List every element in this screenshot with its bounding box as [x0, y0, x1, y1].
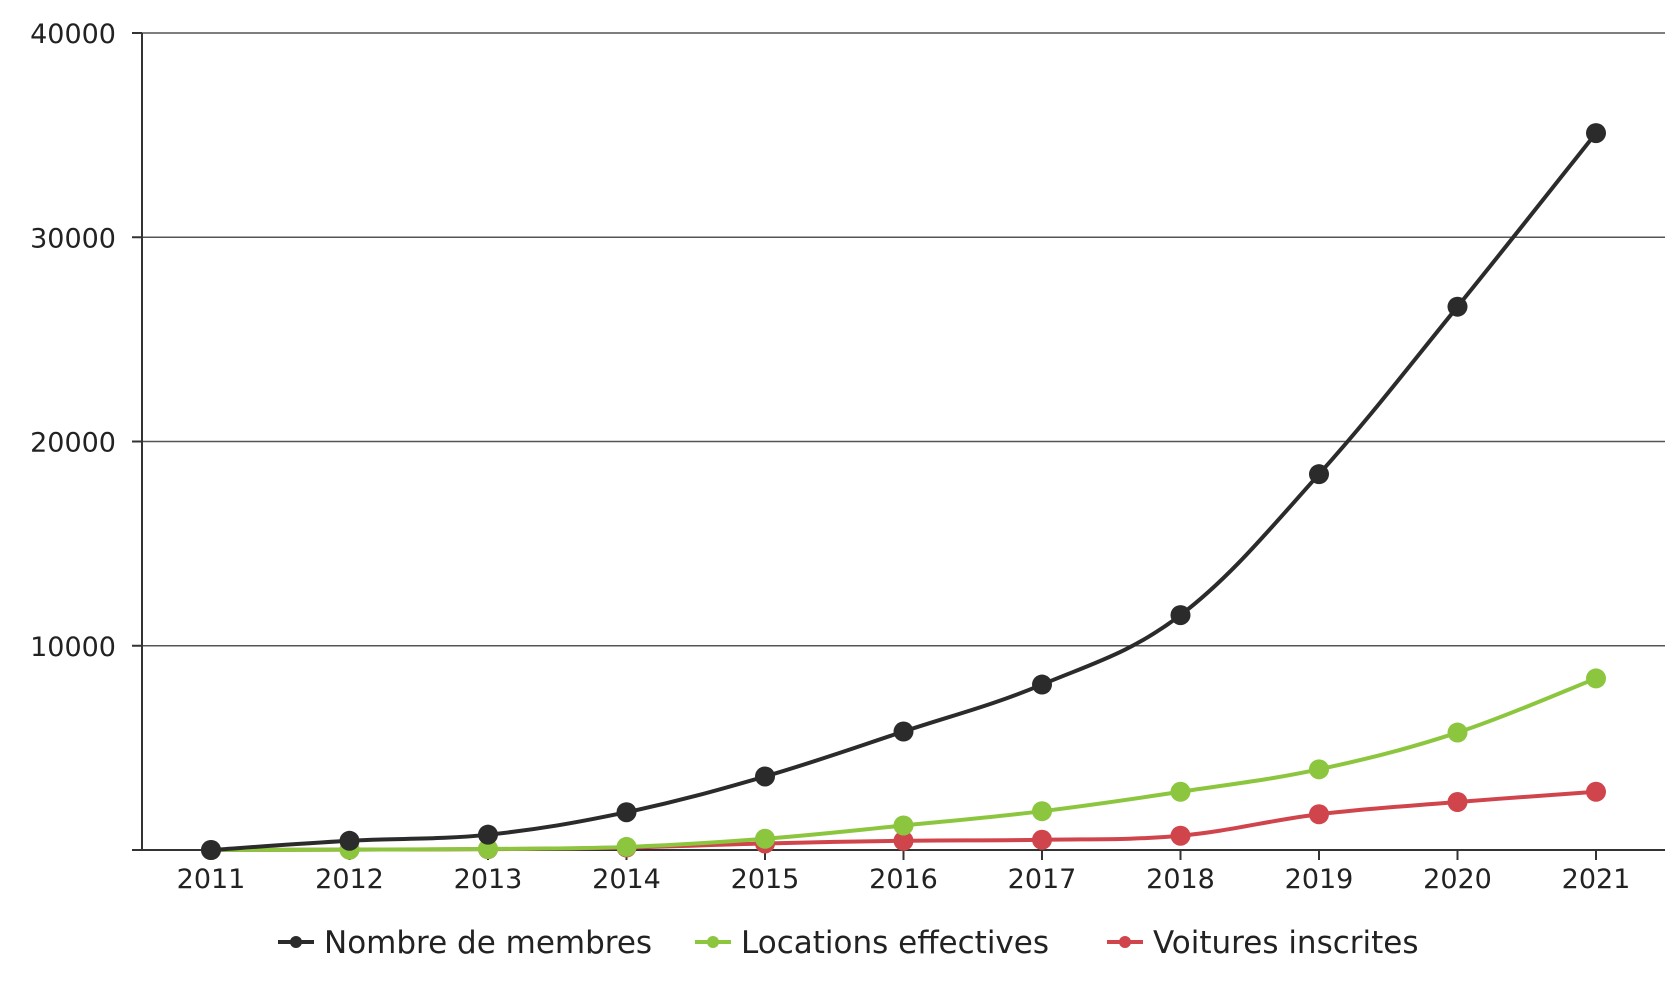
legend-item-locations-effectives[interactable]: Locations effectives [695, 925, 1049, 961]
data-point-nombre-de-membres-2013 [478, 824, 498, 845]
data-point-nombre-de-membres-2015 [755, 766, 775, 787]
data-point-voitures-inscrites-2019 [1309, 804, 1329, 825]
x-tick-label: 2021 [1562, 864, 1631, 895]
data-point-locations-effectives-2021 [1586, 668, 1606, 689]
legend-marker-swatch [290, 936, 302, 948]
axis-layer: 10000 20000 30000 40000 2011 2012 2013 2014 2015… [30, 19, 1665, 895]
data-point-nombre-de-membres-2014 [616, 802, 637, 823]
data-point-nombre-de-membres-2012 [339, 830, 360, 851]
legend-item-voitures-inscrites[interactable]: Voitures inscrites [1107, 925, 1419, 961]
data-point-nombre-de-membres-2017 [1032, 674, 1052, 695]
data-point-locations-effectives-2014 [616, 836, 637, 857]
data-point-nombre-de-membres-2016 [893, 721, 914, 742]
data-point-nombre-de-membres-2011 [201, 840, 221, 860]
x-tick-label: 2013 [454, 864, 523, 895]
data-point-locations-effectives-2017 [1032, 801, 1052, 822]
data-point-nombre-de-membres-2020 [1447, 296, 1468, 317]
legend-label: Locations effectives [741, 925, 1049, 961]
x-tick-label: 2015 [731, 864, 800, 895]
y-tick-label: 30000 [30, 223, 116, 254]
data-point-locations-effectives-2015 [755, 828, 775, 849]
x-tick-label: 2011 [177, 864, 246, 895]
y-tick-label: 10000 [30, 632, 116, 663]
y-tick-label: 40000 [30, 19, 116, 50]
data-point-nombre-de-membres-2019 [1309, 464, 1329, 485]
x-tick-label: 2017 [1008, 864, 1077, 895]
data-point-locations-effectives-2020 [1447, 722, 1468, 743]
data-point-locations-effectives-2016 [893, 815, 914, 836]
x-tick-label: 2014 [592, 864, 661, 895]
legend-label: Voitures inscrites [1153, 925, 1419, 961]
x-tick-label: 2016 [869, 864, 938, 895]
legend-label: Nombre de membres [324, 925, 652, 961]
data-point-voitures-inscrites-2018 [1170, 825, 1191, 846]
series-locations-effectives [201, 668, 1606, 860]
x-tick-label: 2012 [315, 864, 384, 895]
data-point-locations-effectives-2018 [1170, 781, 1191, 802]
x-tick-label: 2019 [1285, 864, 1354, 895]
grid-layer [142, 32, 1665, 647]
series-nombre-de-membres [201, 123, 1606, 860]
legend-item-nombre-de-membres[interactable]: Nombre de membres [278, 925, 652, 961]
legend: Nombre de membres Locations effectives Voi… [278, 925, 1419, 961]
data-point-locations-effectives-2019 [1309, 759, 1329, 780]
x-tick-label: 2018 [1146, 864, 1215, 895]
legend-marker-swatch [707, 936, 719, 948]
x-tick-label: 2020 [1423, 864, 1492, 895]
legend-marker-swatch [1119, 936, 1131, 948]
series-layer [201, 123, 1606, 860]
data-point-nombre-de-membres-2021 [1586, 123, 1606, 144]
data-point-nombre-de-membres-2018 [1170, 605, 1191, 626]
y-tick-label: 20000 [30, 428, 116, 459]
series-line-nombre-de-membres [209, 131, 1598, 852]
data-point-voitures-inscrites-2016 [893, 830, 914, 851]
data-point-locations-effectives-2013 [478, 838, 498, 859]
data-point-voitures-inscrites-2017 [1032, 829, 1052, 850]
data-point-voitures-inscrites-2021 [1586, 781, 1606, 802]
data-point-voitures-inscrites-2020 [1447, 792, 1468, 813]
